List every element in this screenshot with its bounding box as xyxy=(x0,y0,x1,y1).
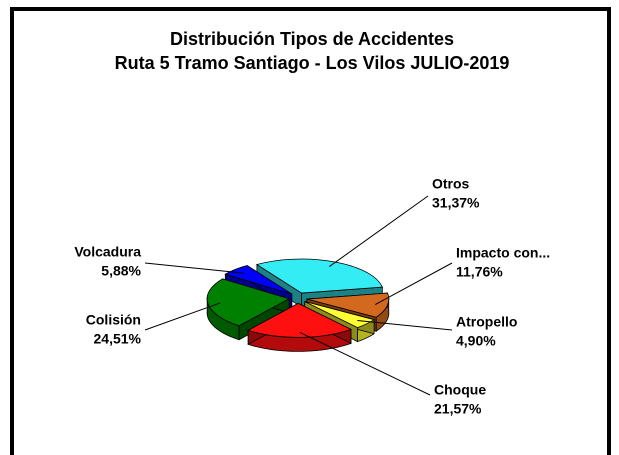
slice-value-label: 5,88% xyxy=(101,263,141,279)
leader-line xyxy=(299,331,431,396)
leader-line xyxy=(374,262,453,306)
slice-top xyxy=(255,258,383,294)
slice-value-label: 24,51% xyxy=(94,331,142,347)
slice xyxy=(206,278,291,341)
slice-top xyxy=(304,301,376,328)
slice-value-label: 21,57% xyxy=(434,401,482,417)
slice-label: Choque xyxy=(434,382,486,398)
slice-top xyxy=(206,278,291,327)
slice-label: Volcadura xyxy=(74,244,141,260)
slice-top xyxy=(306,292,390,318)
leader-line xyxy=(329,195,429,267)
slice-label: Atropello xyxy=(456,314,517,330)
leader-line xyxy=(144,302,221,331)
slice-top xyxy=(247,302,353,338)
chart-subtitle: Ruta 5 Tramo Santiago - Los Vilos JULIO-… xyxy=(115,53,510,73)
slice-value-label: 4,90% xyxy=(456,333,496,349)
slice-label: Colisión xyxy=(86,312,141,328)
slice xyxy=(247,302,353,352)
chart-title: Distribución Tipos de Accidentes xyxy=(170,29,454,49)
slice-label: Impacto con... xyxy=(456,245,550,261)
slice-value-label: 11,76% xyxy=(456,264,503,280)
leader-line xyxy=(357,320,453,331)
slice-value-label: 31,37% xyxy=(432,195,480,211)
chart-frame xyxy=(10,7,611,455)
pie xyxy=(206,258,390,352)
leader-line xyxy=(144,262,244,274)
slice-label: Otros xyxy=(432,176,470,192)
